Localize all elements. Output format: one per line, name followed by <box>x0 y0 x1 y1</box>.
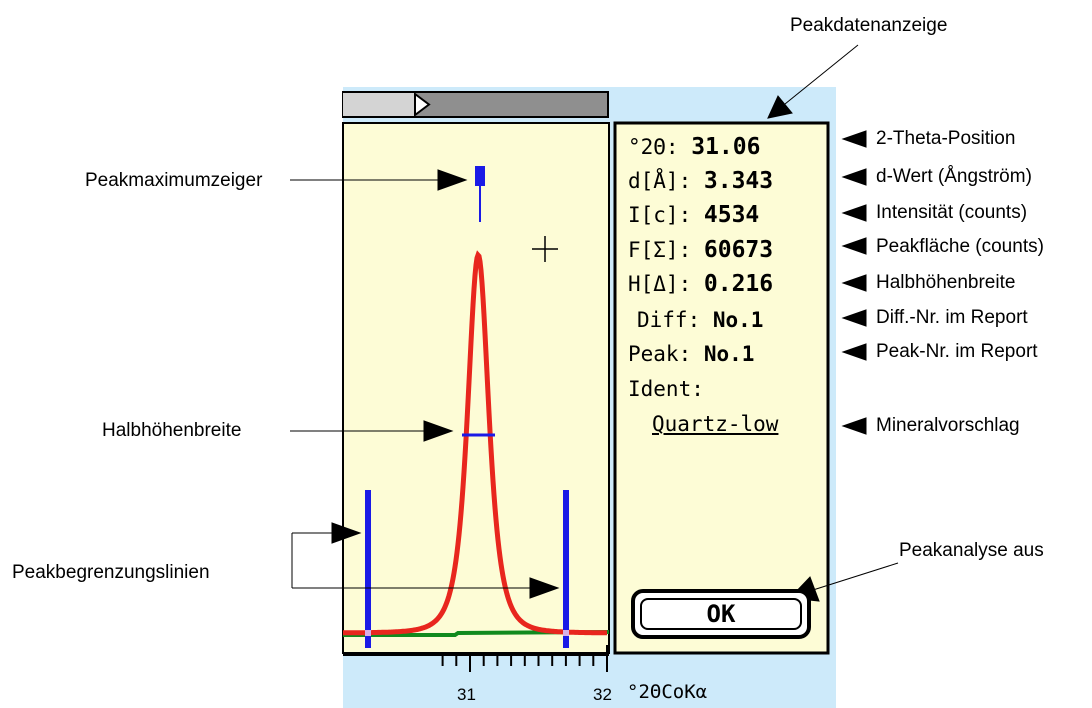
callout-arrowhead <box>423 420 454 442</box>
callout-arrowhead <box>841 274 867 292</box>
callout-two-theta-position: 2-Theta-Position <box>876 128 1016 149</box>
area-label: F[Σ]: <box>628 238 692 262</box>
x-axis <box>343 645 609 672</box>
intensity-value: 4534 <box>703 202 760 228</box>
callout-diff-no: Diff.-Nr. im Report <box>876 307 1028 328</box>
callout-mineral-suggestion: Mineralvorschlag <box>876 415 1020 436</box>
fwhm-value: 0.216 <box>703 271 774 297</box>
boundary-left-marker <box>365 630 371 636</box>
callout-peak-no: Peak-Nr. im Report <box>876 341 1038 362</box>
callout-arrowhead <box>841 417 867 435</box>
boundary-right-marker <box>563 630 569 636</box>
ident-row: Ident: <box>628 376 704 402</box>
callout-arrowhead <box>331 522 362 544</box>
callout-arrowhead <box>841 168 867 186</box>
callout-peak-area: Peakfläche (counts) <box>876 236 1044 257</box>
callout-arrowhead <box>529 577 560 599</box>
fwhm-label: H[Δ]: <box>628 272 692 296</box>
callout-arrowhead <box>437 169 468 191</box>
axis-unit-label: °2ΘCoKα <box>627 681 708 703</box>
diff-value: No.1 <box>712 308 764 332</box>
ok-button-label: OK <box>640 598 802 630</box>
callout-arrowhead <box>841 130 867 148</box>
callout-peak-analysis-off: Peakanalyse aus <box>899 540 1044 561</box>
ident-label: Ident: <box>628 377 704 401</box>
callout-arrowhead <box>841 309 867 327</box>
tick-label-31: 31 <box>457 685 476 704</box>
callout-peak-data-display: Peakdatenanzeige <box>790 15 948 36</box>
two-theta-row: °2Θ: 31.06 <box>628 134 760 160</box>
crosshair-cursor-icon <box>532 236 558 262</box>
d-value-row: d[Å]: 3.343 <box>628 168 773 194</box>
callout-fwhm: Halbhöhenbreite <box>876 272 1016 293</box>
diff-label: Diff: <box>637 308 701 332</box>
mineral-link[interactable]: Quartz-low <box>652 412 779 436</box>
peak-value: No.1 <box>703 342 755 366</box>
callout-intensity: Intensität (counts) <box>876 202 1028 223</box>
callout-arrowhead <box>841 343 867 361</box>
ok-button[interactable]: OK <box>631 589 811 639</box>
peak-data-panel <box>613 121 830 655</box>
d-value-label: d[Å]: <box>628 169 692 193</box>
d-value-value: 3.343 <box>703 168 774 194</box>
callout-peak-max-pointer: Peakmaximumzeiger <box>85 170 263 191</box>
fwhm-row: H[Δ]: 0.216 <box>628 271 773 297</box>
two-theta-value: 31.06 <box>691 134 761 160</box>
intensity-row: I[c]: 4534 <box>628 202 759 228</box>
horizontal-scrollbar[interactable] <box>342 91 609 118</box>
callout-d-value: d-Wert (Ångström) <box>876 166 1032 187</box>
callout-peak-boundary-lines: Peakbegrenzungslinien <box>12 562 210 583</box>
peak-row: Peak: No.1 <box>628 341 754 367</box>
two-theta-label: °2Θ: <box>628 135 679 159</box>
intensity-label: I[c]: <box>628 203 692 227</box>
plot-area <box>342 122 610 654</box>
background-line <box>343 630 610 637</box>
callout-half-height-width: Halbhöhenbreite <box>102 420 242 441</box>
diff-row: Diff: No.1 <box>637 307 763 333</box>
peak-max-pointer[interactable] <box>475 166 485 186</box>
peak-label: Peak: <box>628 342 692 366</box>
callout-arrowhead <box>841 204 867 222</box>
tick-label-32: 32 <box>593 685 612 704</box>
callout-arrowhead <box>841 237 867 255</box>
area-row: F[Σ]: 60673 <box>628 237 773 263</box>
scroll-thumb[interactable] <box>414 92 431 117</box>
callout-arrowhead <box>767 95 793 119</box>
area-value: 60673 <box>703 237 774 263</box>
